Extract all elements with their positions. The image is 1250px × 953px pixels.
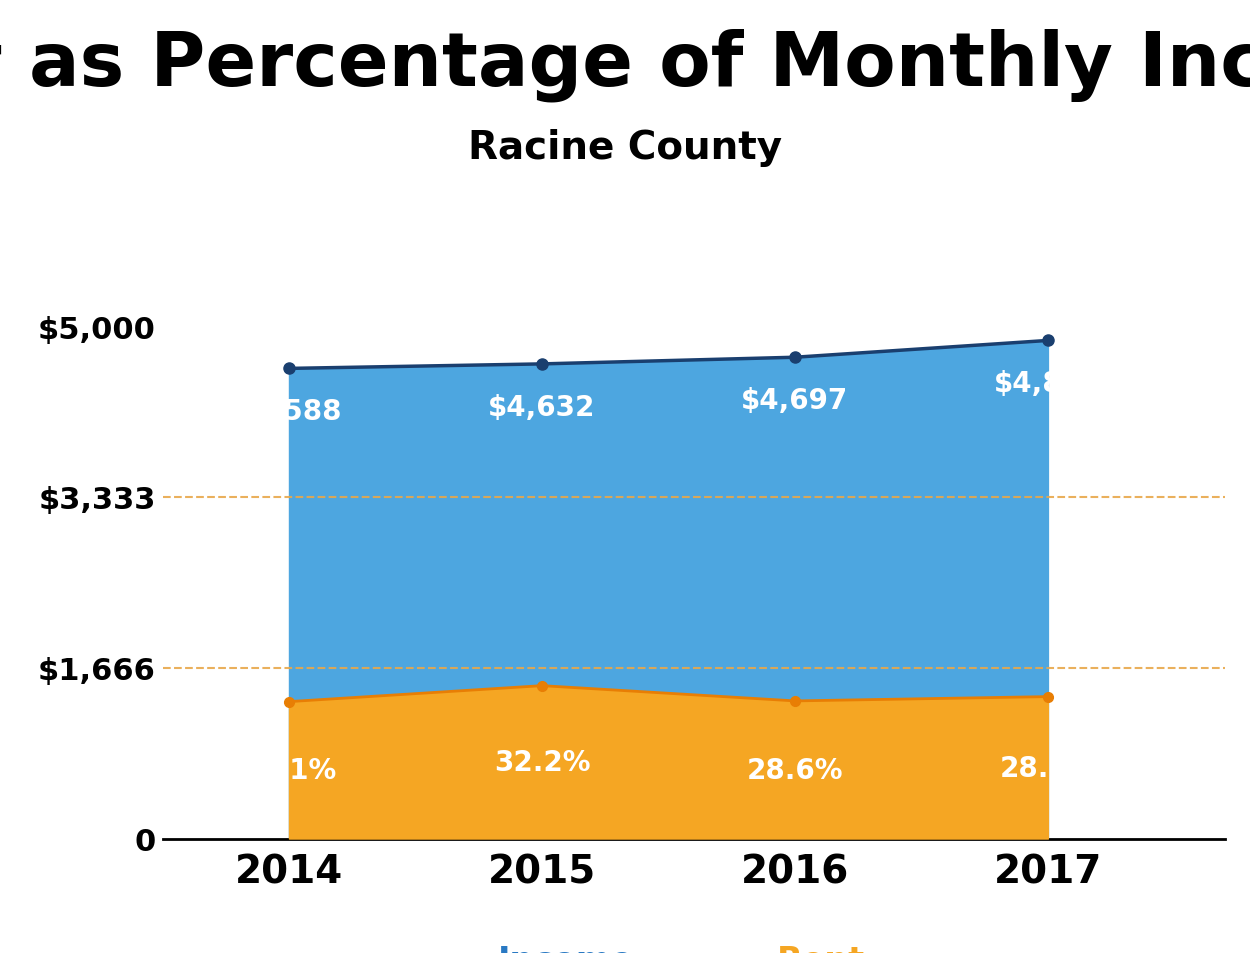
Text: 29.1%: 29.1% (241, 757, 338, 784)
Text: 32.2%: 32.2% (494, 748, 590, 777)
Text: Rent: Rent (778, 943, 865, 953)
Text: 28.5%: 28.5% (1000, 754, 1096, 781)
Text: Racine County: Racine County (468, 129, 782, 167)
Text: $4,588: $4,588 (235, 397, 342, 426)
Text: $4,697: $4,697 (741, 387, 849, 415)
Text: Income: Income (498, 943, 635, 953)
Text: $4,632: $4,632 (489, 394, 596, 421)
Text: 28.6%: 28.6% (746, 756, 844, 784)
Text: Rent as Percentage of Monthly Income: Rent as Percentage of Monthly Income (0, 29, 1250, 102)
Text: $4,861: $4,861 (994, 370, 1101, 397)
